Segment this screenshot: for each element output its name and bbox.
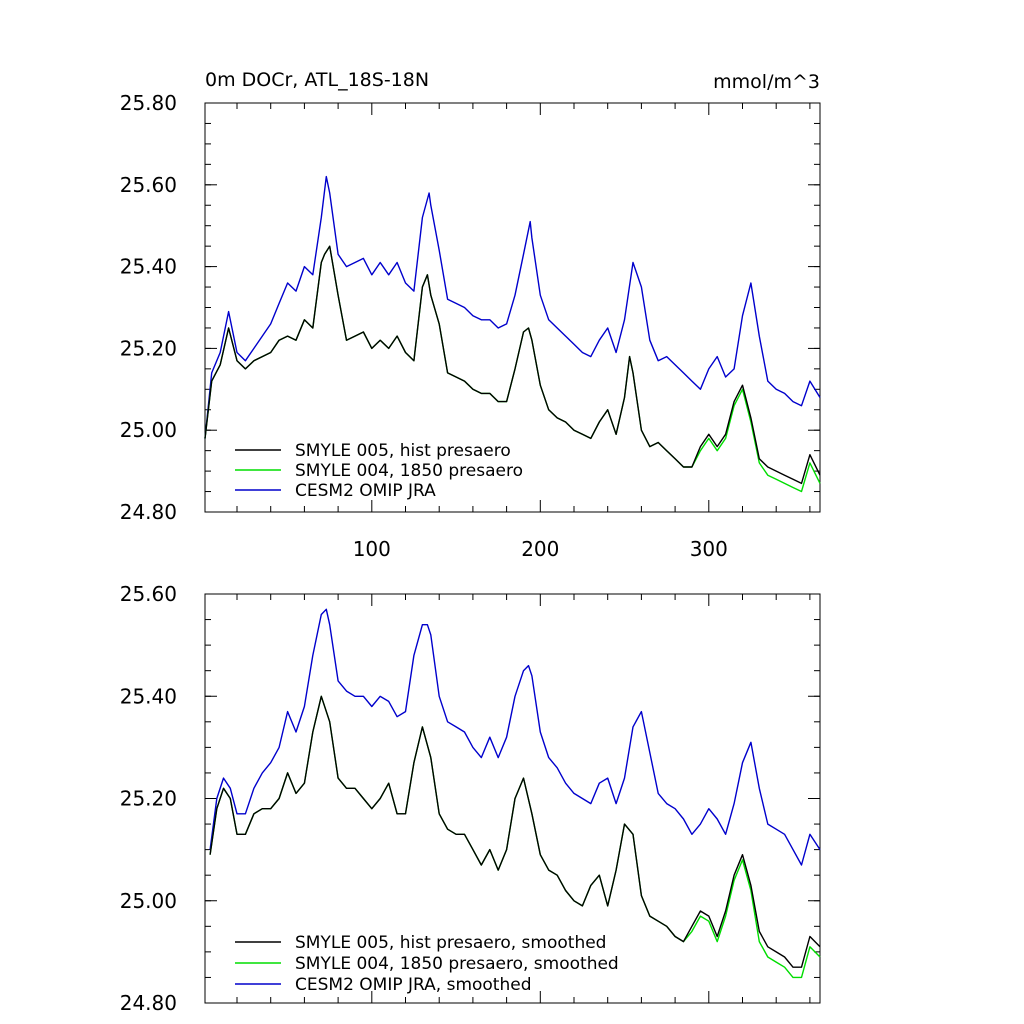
- legend-label: CESM2 OMIP JRA: [295, 481, 436, 501]
- series-line-2: [209, 608, 821, 866]
- legend-label: SMYLE 005, hist presaero, smoothed: [295, 933, 606, 953]
- y-tick-label: 25.60: [120, 582, 177, 606]
- bottom-legend: SMYLE 005, hist presaero, smoothedSMYLE …: [235, 933, 619, 995]
- y-tick-label: 25.00: [120, 889, 177, 913]
- top-panel-units: mmol/m^3: [713, 71, 820, 93]
- legend-label: SMYLE 005, hist presaero: [295, 441, 511, 461]
- series-line-0: [204, 245, 821, 485]
- series-line-2: [204, 175, 821, 439]
- series-line-0: [209, 695, 821, 968]
- x-tick-label: 100: [353, 537, 391, 561]
- y-tick-label: 25.40: [120, 255, 177, 279]
- top-panel: 0m DOCr, ATL_18S-18N mmol/m^3 24.80 25.00…: [120, 69, 821, 561]
- x-tick-label: 200: [521, 537, 559, 561]
- bottom-axis-ticks: 24.80 25.00 25.20 25.40 25.60: [120, 582, 820, 1015]
- y-tick-label: 25.40: [120, 684, 177, 708]
- y-tick-label: 25.20: [120, 336, 177, 360]
- top-panel-title: 0m DOCr, ATL_18S-18N: [205, 69, 429, 91]
- y-tick-label: 25.00: [120, 418, 177, 442]
- x-tick-label: 300: [690, 537, 728, 561]
- y-tick-label: 25.20: [120, 787, 177, 811]
- legend-label: SMYLE 004, 1850 presaero, smoothed: [295, 954, 619, 974]
- bottom-series-lines: [209, 608, 821, 979]
- legend-label: CESM2 OMIP JRA, smoothed: [295, 975, 532, 995]
- bottom-panel: 24.80 25.00 25.20 25.40 25.60 SMYLE 005, his…: [120, 582, 821, 1015]
- y-tick-label: 24.80: [120, 500, 177, 524]
- y-tick-label: 24.80: [120, 991, 177, 1015]
- top-axis-ticks: 24.80 25.00 25.20 25.40 25.60 25.80 100 200 300: [120, 91, 820, 561]
- y-tick-label: 25.80: [120, 91, 177, 115]
- y-tick-label: 25.60: [120, 173, 177, 197]
- legend-label: SMYLE 004, 1850 presaero: [295, 461, 523, 481]
- top-series-lines: [204, 175, 821, 493]
